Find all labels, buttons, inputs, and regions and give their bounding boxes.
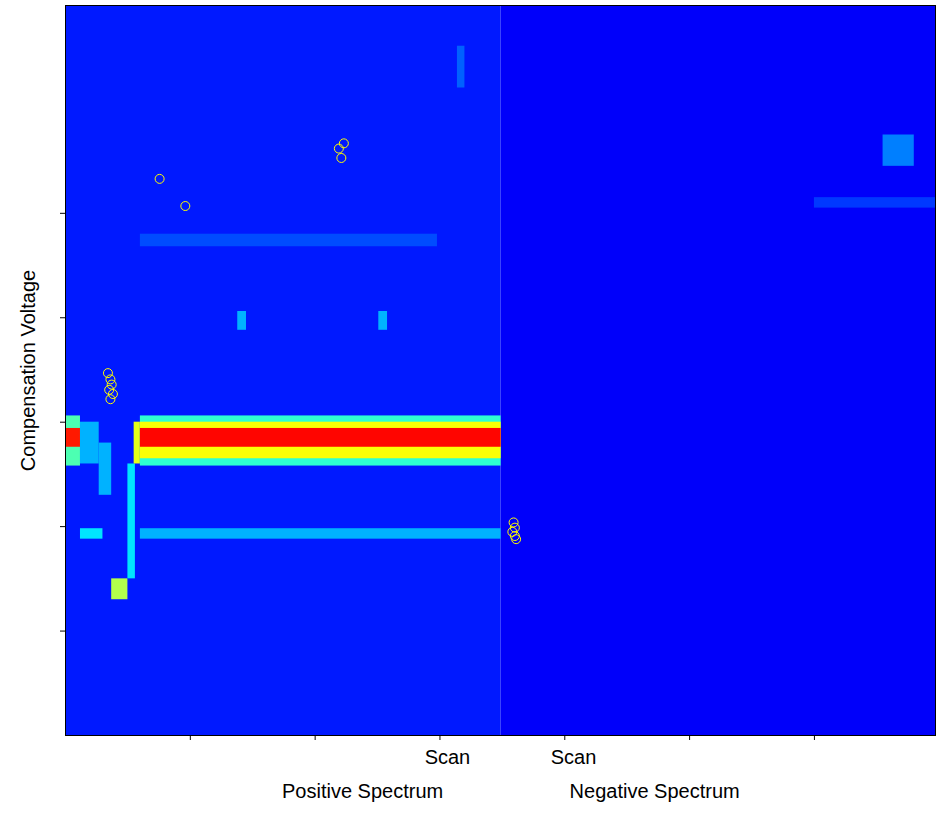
svg-text:Positive Spectrum: Positive Spectrum	[282, 780, 443, 802]
svg-text:Scan: Scan	[425, 746, 471, 768]
svg-text:Compensation Voltage: Compensation Voltage	[17, 270, 39, 471]
svg-text:Negative Spectrum: Negative Spectrum	[570, 780, 740, 802]
svg-text:Scan: Scan	[551, 746, 597, 768]
